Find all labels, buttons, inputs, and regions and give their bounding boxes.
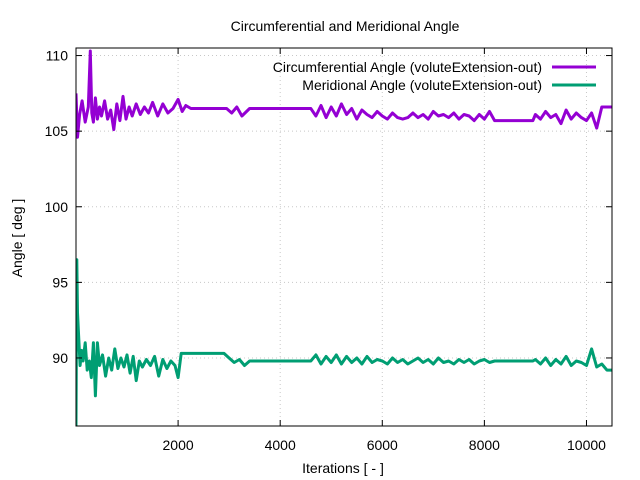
- y-tick-label: 95: [52, 274, 68, 290]
- legend: Circumferential Angle (voluteExtension-o…: [273, 59, 596, 93]
- chart-title: Circumferential and Meridional Angle: [231, 18, 460, 34]
- x-tick-label: 6000: [367, 437, 398, 453]
- series-line-1: [76, 258, 612, 426]
- legend-label-0: Circumferential Angle (voluteExtension-o…: [273, 59, 542, 75]
- y-axis-label: Angle [ deg ]: [9, 199, 25, 278]
- y-tick-label: 105: [45, 123, 69, 139]
- y-tick-label: 110: [46, 48, 69, 64]
- axis-ticks: 2000 4000 6000 8000 10000 90 95 100 105 110: [45, 48, 612, 453]
- legend-label-1: Meridional Angle (voluteExtension-out): [302, 77, 542, 93]
- x-tick-label: 8000: [469, 437, 500, 453]
- y-tick-label: 90: [52, 350, 68, 366]
- series-lines: [76, 49, 612, 426]
- plot-frame: [75, 47, 613, 427]
- series-line-0: [76, 49, 612, 139]
- x-tick-label: 4000: [265, 437, 296, 453]
- x-tick-label: 10000: [567, 437, 606, 453]
- y-tick-label: 100: [45, 199, 69, 215]
- x-tick-label: 2000: [163, 437, 194, 453]
- x-axis-label: Iterations [ - ]: [302, 460, 384, 476]
